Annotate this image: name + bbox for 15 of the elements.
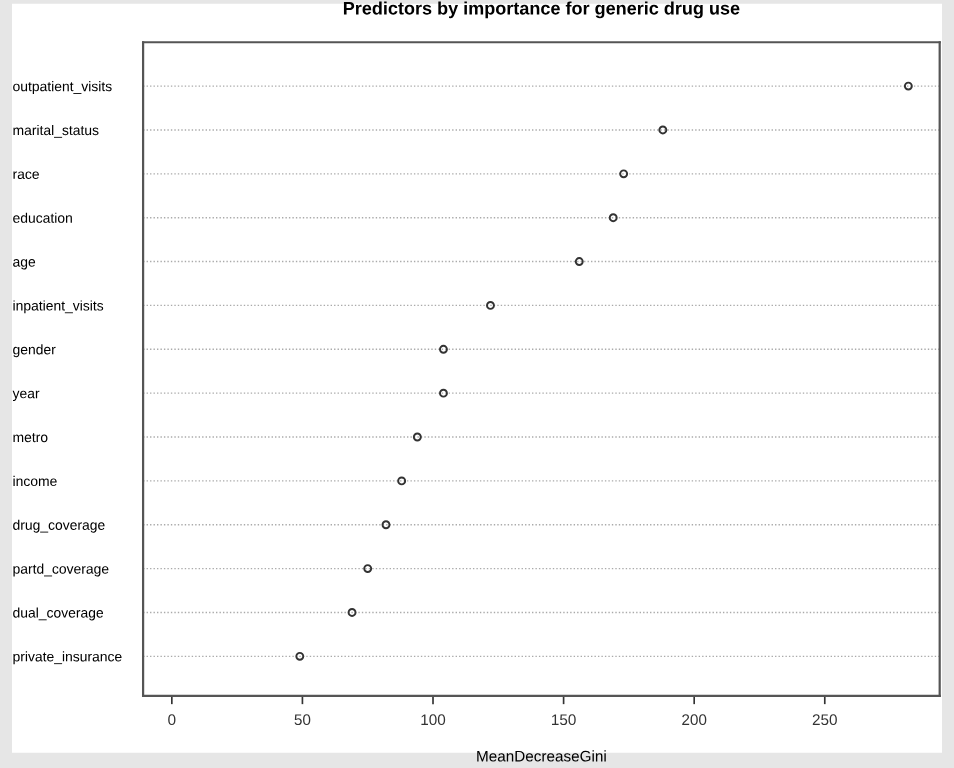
point xyxy=(903,81,913,91)
point xyxy=(295,651,305,661)
point xyxy=(347,608,357,617)
point xyxy=(363,564,373,574)
point xyxy=(397,476,407,486)
point xyxy=(412,432,422,442)
point xyxy=(658,125,668,135)
chart-title: Predictors by importance for generic drug use xyxy=(343,1,740,19)
point xyxy=(608,213,618,223)
point xyxy=(439,344,448,354)
point xyxy=(574,257,584,266)
point xyxy=(486,300,495,310)
point xyxy=(619,169,629,179)
point xyxy=(439,388,448,398)
point xyxy=(381,520,391,530)
